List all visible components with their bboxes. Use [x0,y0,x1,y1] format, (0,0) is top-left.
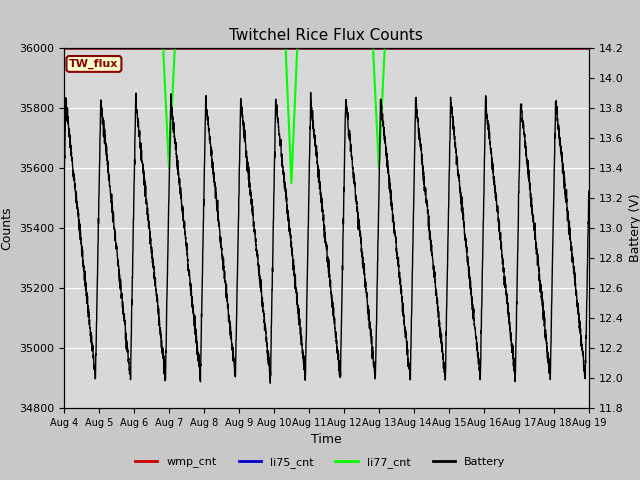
Legend: wmp_cnt, li75_cnt, li77_cnt, Battery: wmp_cnt, li75_cnt, li77_cnt, Battery [131,452,509,472]
X-axis label: Time: Time [311,433,342,446]
Y-axis label: Counts: Counts [1,206,13,250]
Y-axis label: Battery (V): Battery (V) [629,194,640,262]
Text: TW_flux: TW_flux [69,59,118,69]
Title: Twitchel Rice Flux Counts: Twitchel Rice Flux Counts [230,28,423,43]
